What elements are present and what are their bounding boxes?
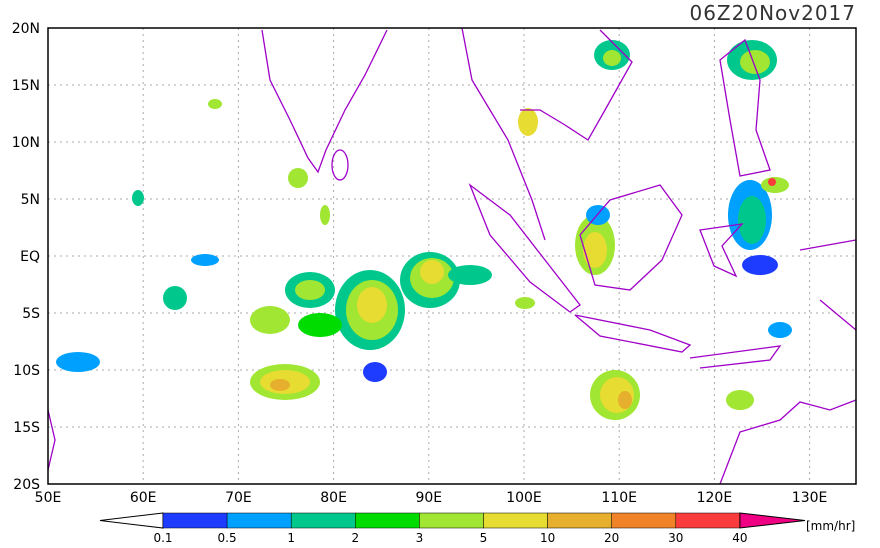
lat-label: 10S xyxy=(13,363,40,379)
lat-label: 15S xyxy=(13,420,40,436)
colorbar-swatch xyxy=(162,512,228,529)
lat-label: EQ xyxy=(20,249,40,265)
lat-label: 5N xyxy=(21,192,40,208)
colorbar-label: 0.1 xyxy=(153,531,172,544)
map-frame xyxy=(47,27,857,485)
lat-label: 10N xyxy=(12,135,40,151)
rain-area xyxy=(56,99,792,410)
colorbar-low xyxy=(99,512,164,529)
colorbar-swatch xyxy=(483,512,548,529)
rain-area xyxy=(594,40,777,80)
colorbar-swatch xyxy=(355,512,420,529)
rain-area xyxy=(335,270,405,382)
lon-label: 50E xyxy=(35,490,62,506)
lon-label: 120E xyxy=(697,490,733,506)
colorbar-swatch xyxy=(611,512,677,529)
colorbar-label: 0.5 xyxy=(218,531,237,544)
lon-label: 110E xyxy=(601,490,637,506)
lat-label: 15N xyxy=(12,78,40,94)
colorbar-label: 5 xyxy=(480,531,488,544)
lon-label: 60E xyxy=(130,490,157,506)
title: 06Z20Nov2017 xyxy=(689,1,856,25)
colorbar-swatch xyxy=(547,512,612,529)
rain-area xyxy=(250,272,342,337)
lat-label: 20S xyxy=(13,477,40,493)
colorbar-label: 2 xyxy=(351,531,359,544)
colorbar-label: 20 xyxy=(604,531,619,544)
colorbar-high xyxy=(739,512,806,529)
colorbar-label: 40 xyxy=(732,531,747,544)
rain-area xyxy=(728,177,789,275)
colorbar-swatch xyxy=(226,512,292,529)
colorbar-swatch xyxy=(419,512,484,529)
lat-label: 20N xyxy=(12,21,40,37)
colorbar: 0.1 0.5 1 2 3 5 10 20 30 40 xyxy=(99,512,806,545)
lon-label: 90E xyxy=(415,490,442,506)
lon-label: 130E xyxy=(792,490,828,506)
lon-label: 70E xyxy=(225,490,252,506)
colorbar-units: [mm/hr] xyxy=(806,519,855,533)
colorbar-swatch xyxy=(675,512,741,529)
colorbar-label: 10 xyxy=(540,531,555,544)
lon-label: 100E xyxy=(506,490,542,506)
colorbar-label: 30 xyxy=(668,531,683,544)
colorbar-label: 1 xyxy=(287,531,295,544)
rain-area xyxy=(250,364,320,400)
lat-label: 5S xyxy=(22,306,40,322)
coastlines xyxy=(47,27,857,485)
lon-label: 80E xyxy=(320,490,347,506)
colorbar-swatch xyxy=(290,512,356,529)
rain-area xyxy=(590,370,640,420)
colorbar-label: 3 xyxy=(416,531,424,544)
rain-area xyxy=(400,252,460,308)
grid xyxy=(48,28,856,484)
rain-areas xyxy=(56,40,792,420)
